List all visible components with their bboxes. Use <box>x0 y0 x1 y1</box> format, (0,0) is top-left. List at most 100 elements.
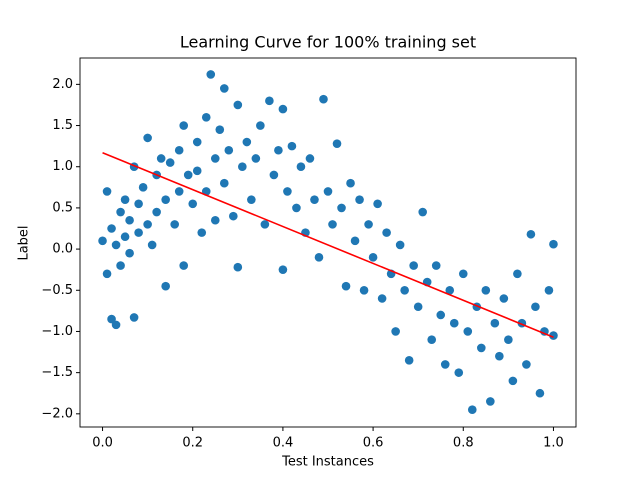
scatter-point <box>210 154 220 163</box>
scatter-point <box>337 203 346 213</box>
scatter-point <box>116 261 125 270</box>
scatter-point <box>549 239 558 249</box>
scatter-point <box>368 253 378 262</box>
scatter-point <box>125 248 134 258</box>
x-tick-label: 0.0 <box>92 436 113 451</box>
x-tick-label: 0.2 <box>182 436 203 451</box>
scatter-point <box>278 265 288 274</box>
scatter-point <box>102 269 112 279</box>
scatter-point <box>287 141 297 151</box>
scatter-point <box>247 195 256 204</box>
y-tick-label: −1.5 <box>41 365 73 380</box>
scatter-point <box>197 228 207 237</box>
scatter-point <box>174 187 184 196</box>
scatter-point <box>165 158 175 167</box>
scatter-point <box>467 405 477 415</box>
scatter-point <box>183 170 193 180</box>
y-tick-label: −2.0 <box>41 406 73 421</box>
scatter-point <box>224 145 234 155</box>
scatter-point <box>296 162 306 172</box>
scatter-point <box>120 195 130 204</box>
x-tick-label: 1.0 <box>543 436 564 451</box>
chart-title: Learning Curve for 100% training set <box>180 33 476 52</box>
scatter-point <box>98 236 107 246</box>
scatter-point <box>373 199 382 209</box>
scatter-point <box>323 187 333 196</box>
scatter-point <box>531 302 540 312</box>
scatter-point <box>377 294 387 303</box>
y-tick-label: 0.5 <box>52 200 73 215</box>
scatter-point <box>481 285 491 295</box>
scatter-point <box>404 355 414 365</box>
scatter-point <box>436 310 446 320</box>
scatter-point <box>120 232 130 242</box>
y-axis-label: Label <box>17 225 32 260</box>
y-tick-label: 2.0 <box>52 77 73 92</box>
scatter-point <box>201 113 211 122</box>
x-tick-label: 0.6 <box>363 436 384 451</box>
scatter-point <box>274 145 283 155</box>
scatter-point <box>107 314 116 324</box>
y-tick-label: −0.5 <box>41 283 73 298</box>
scatter-point <box>229 211 238 221</box>
scatter-point <box>269 170 279 180</box>
scatter-point <box>219 178 229 188</box>
scatter-point <box>215 125 225 134</box>
scatter-point <box>522 360 531 369</box>
scatter-point <box>256 121 265 130</box>
scatter-point <box>499 294 509 303</box>
scatter-point <box>549 331 558 340</box>
scatter-point <box>292 203 301 213</box>
scatter-point <box>305 154 315 163</box>
scatter-point <box>129 313 139 322</box>
scatter-point <box>138 183 148 192</box>
scatter-point <box>161 195 170 204</box>
scatter-point <box>526 229 536 239</box>
x-tick-label: 0.8 <box>453 436 474 451</box>
scatter-point <box>440 360 450 369</box>
scatter-point <box>508 376 518 386</box>
scatter-point <box>319 94 328 104</box>
scatter-point <box>346 178 355 188</box>
scatter-point <box>134 199 143 209</box>
scatter-point <box>458 269 468 279</box>
y-tick-label: −1.0 <box>41 324 73 339</box>
y-tick-label: 0.0 <box>52 242 73 257</box>
scatter-point <box>477 343 486 353</box>
scatter-point <box>431 261 441 270</box>
scatter-point <box>265 96 274 106</box>
scatter-point <box>206 70 216 79</box>
plot-frame <box>79 57 577 428</box>
x-axis-label: Test Instances <box>281 455 374 470</box>
scatter-point <box>341 281 351 291</box>
scatter-point <box>260 220 270 229</box>
scatter-point <box>238 162 247 172</box>
scatter-point <box>427 335 437 344</box>
scatter-point <box>179 261 189 270</box>
scatter-point <box>111 320 121 330</box>
scatter-point <box>400 285 409 295</box>
scatter-point <box>210 215 220 225</box>
scatter-point <box>156 154 166 163</box>
scatter-point <box>111 240 121 250</box>
scatter-point <box>350 236 360 246</box>
scatter-point <box>278 104 288 114</box>
scatter-point <box>513 269 522 279</box>
scatter-point <box>102 187 112 196</box>
scatter-point <box>413 302 423 312</box>
scatter-point <box>504 335 513 344</box>
scatter-point <box>125 215 134 225</box>
scatter-point <box>382 228 391 237</box>
scatter-point <box>355 195 364 204</box>
scatter-point <box>107 224 116 233</box>
scatter-point <box>463 327 473 336</box>
scatter-point <box>192 166 202 176</box>
scatter-point <box>170 220 179 229</box>
scatter-point <box>314 253 324 262</box>
scatter-point <box>283 187 292 196</box>
scatter-point <box>219 84 229 93</box>
scatter-point <box>192 137 202 147</box>
scatter-point <box>449 318 459 328</box>
scatter-point <box>233 262 243 272</box>
